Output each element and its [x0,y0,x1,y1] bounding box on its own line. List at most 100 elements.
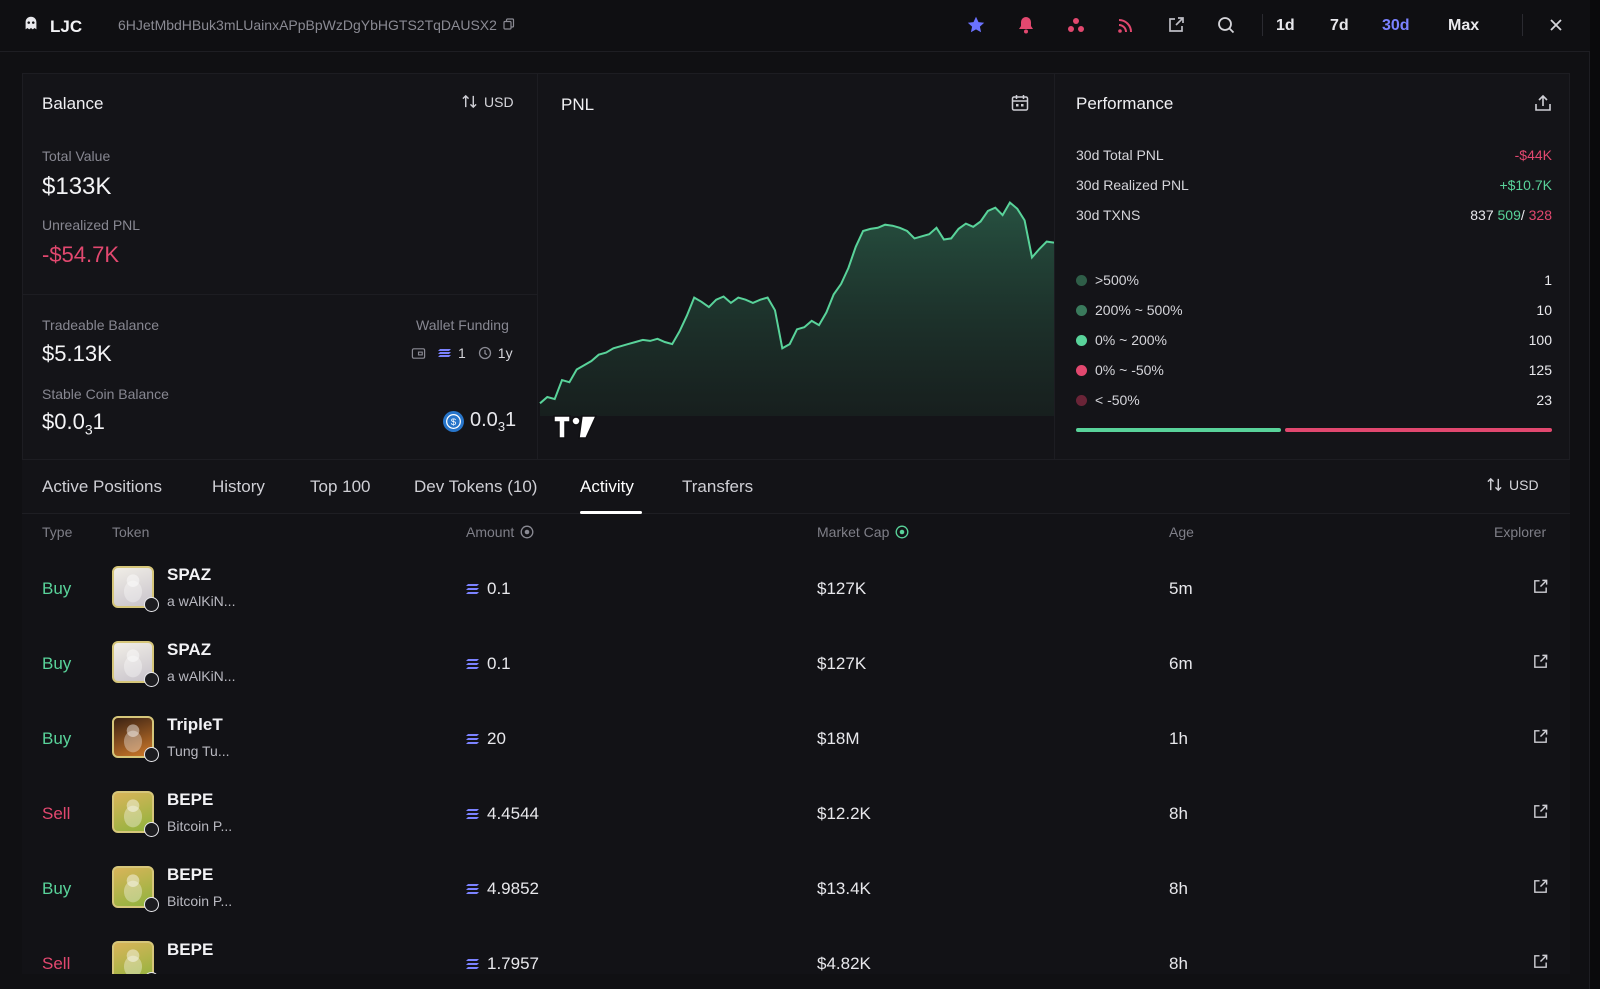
currency-toggle[interactable]: USD [461,93,514,110]
legend-dot-icon [1076,275,1087,286]
distribution-count: 10 [1536,302,1552,318]
pump-badge-icon [144,822,159,837]
token-name: Tung Tu... [167,743,230,759]
calendar-icon[interactable] [1010,93,1030,113]
tab-activity[interactable]: Activity [580,477,634,496]
ghost-icon [22,15,40,38]
explorer-link-icon[interactable] [1532,653,1550,671]
market-cap: $4.82K [817,954,871,973]
explorer-link-icon[interactable] [1532,878,1550,896]
trade-amount: 0.1 [466,579,511,599]
wallet-identity: LJC [22,15,82,38]
trade-type: Buy [42,654,72,673]
explorer-link-icon[interactable] [1532,578,1550,596]
token-symbol[interactable]: SPAZ [167,640,212,659]
explorer-link-icon[interactable] [1532,953,1550,971]
range-30d[interactable]: 30d [1382,17,1410,34]
wallet-name: LJC [50,16,83,36]
table-row[interactable]: Buy BEPE Bitcoin P... 4.9852 $13.4K 8h [22,851,1570,926]
star-icon[interactable] [966,14,986,36]
token-avatar[interactable] [112,941,154,974]
tab-history[interactable]: History [212,477,265,496]
close-icon[interactable] [1546,15,1566,35]
pump-badge-icon [144,747,159,762]
share-nodes-icon[interactable] [1066,14,1086,36]
col-explorer: Explorer [1494,524,1547,540]
coin-settings-icon[interactable] [520,525,534,539]
swap-icon [1487,477,1502,492]
distribution-label: 200% ~ 500% [1076,302,1183,318]
clock-icon [478,346,491,360]
pnl-chart[interactable] [538,184,1054,460]
swap-icon [462,94,477,109]
performance-title: Performance [1076,94,1174,113]
tab-transfers[interactable]: Transfers [682,477,754,496]
realized-pnl-row: 30d Realized PNL +$10.7K [1076,177,1552,193]
realized-pnl-label: 30d Realized PNL [1076,177,1189,193]
tab-dev-tokens[interactable]: Dev Tokens (10) [414,477,538,496]
token-symbol[interactable]: BEPE [167,790,214,809]
tab-active-positions[interactable]: Active Positions [42,477,162,496]
explorer-link-icon[interactable] [1532,803,1550,821]
trade-type: Buy [42,729,72,748]
table-row[interactable]: Buy SPAZ a wAlKiN... 0.1 $127K 5m [22,551,1570,626]
distribution-row: >500% 1 [1076,272,1552,288]
token-symbol[interactable]: BEPE [167,940,214,959]
copy-icon[interactable] [503,17,515,33]
trade-amount-value: 0.1 [487,579,511,598]
txns-buy: 509 [1497,207,1521,223]
tab-top-100[interactable]: Top 100 [310,477,371,496]
distribution-range: < -50% [1095,392,1140,408]
token-name: Bitcoin P... [167,893,233,909]
token-symbol[interactable]: SPAZ [167,565,212,584]
tradeable-label: Tradeable Balance [42,317,160,333]
table-row[interactable]: Sell BEPE 1.7957 $4.82K 8h [22,926,1570,974]
trade-age: 6m [1169,654,1193,673]
solana-icon [466,809,479,819]
external-link-icon[interactable] [1166,14,1186,36]
table-row[interactable]: Buy SPAZ a wAlKiN... 0.1 $127K 6m [22,626,1570,701]
positions-tabs: Active Positions History Top 100 Dev Tok… [22,460,1570,514]
distribution-label: >500% [1076,272,1139,288]
token-avatar[interactable] [112,716,154,758]
range-1d[interactable]: 1d [1276,17,1295,34]
stable-value-main: $0.0 [42,409,85,434]
token-symbol[interactable]: TripleT [167,715,223,734]
token-avatar[interactable] [112,566,154,608]
total-pnl-value: -$44K [1514,147,1552,163]
market-cap: $127K [817,579,867,598]
market-cap: $127K [817,654,867,673]
token-name: Bitcoin P... [167,818,233,834]
active-tab-indicator [580,511,642,514]
range-7d[interactable]: 7d [1330,17,1349,34]
wallet-funding-info[interactable]: 1 1y [411,345,513,361]
search-icon[interactable] [1216,14,1236,36]
rss-icon[interactable] [1116,14,1136,36]
total-pnl-row: 30d Total PNL -$44K [1076,147,1552,163]
table-row[interactable]: Buy TripleT Tung Tu... 20 $18M 1h [22,701,1570,776]
coin-toggle-icon[interactable] [895,525,909,539]
col-market-cap: Market Cap [817,524,909,540]
distribution-count: 125 [1528,362,1552,378]
trade-amount: 4.9852 [466,879,539,899]
table-row[interactable]: Sell BEPE Bitcoin P... 4.4544 $12.2K 8h [22,776,1570,851]
usdc-icon: $ [443,411,464,432]
bell-icon[interactable] [1016,14,1036,36]
token-name: a wAlKiN... [167,668,236,684]
distribution-range: >500% [1095,272,1139,288]
market-cap: $13.4K [817,879,871,898]
divider [1262,14,1263,36]
explorer-link-icon[interactable] [1532,728,1550,746]
wallet-address-text: 6HJetMbdHBuk3mLUainxAPpBpWzDgYbHGTS2TqDA… [118,17,497,33]
stable-coin-main: 0.0 [470,409,498,431]
share-icon[interactable] [1533,93,1553,113]
token-name: a wAlKiN... [167,593,236,609]
range-max[interactable]: Max [1448,17,1480,34]
top-bar: LJC 6HJetMbdHBuk3mLUainxAPpBpWzDgYbHGTS2… [0,0,1590,52]
txns-values: 837 509/ 328 [1470,207,1552,223]
stable-coin-value: $0.031 [42,409,105,437]
table-currency-toggle[interactable]: USD [1486,476,1539,493]
wallet-address[interactable]: 6HJetMbdHBuk3mLUainxAPpBpWzDgYbHGTS2TqDA… [118,17,515,33]
token-symbol[interactable]: BEPE [167,865,214,884]
trade-amount-value: 20 [487,729,506,748]
